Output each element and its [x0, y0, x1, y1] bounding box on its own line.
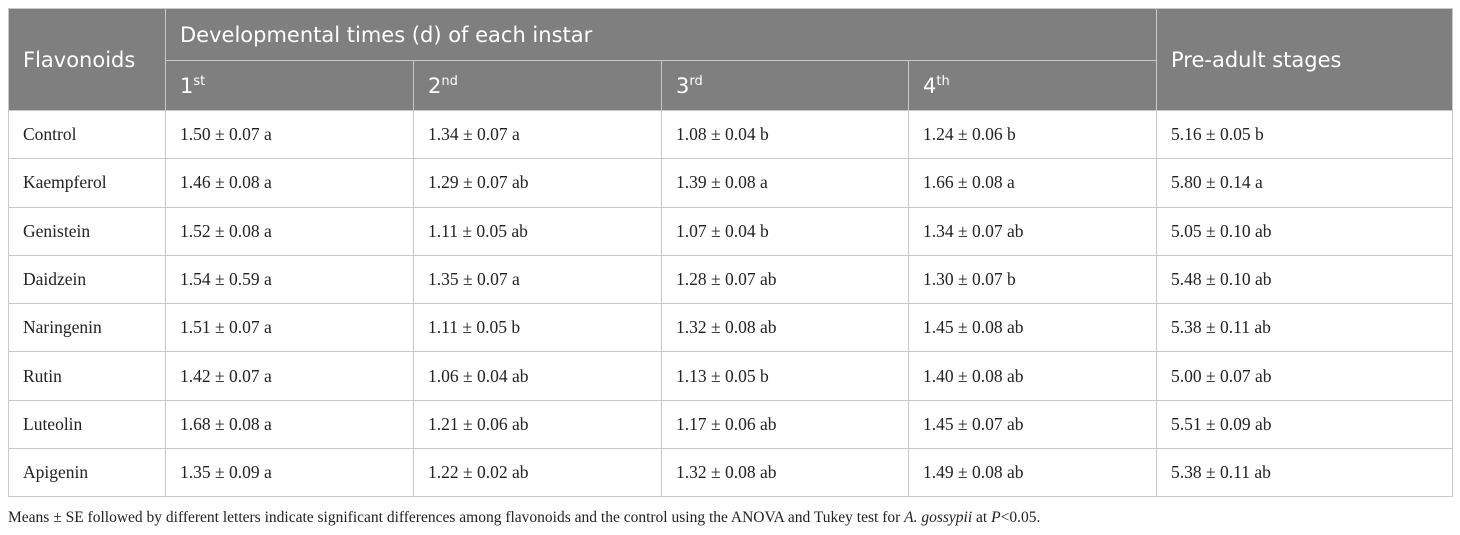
- header-cell: 3rd: [661, 60, 909, 111]
- table-cell: 5.00 ± 0.07 ab: [1156, 351, 1454, 401]
- table-row: Luteolin 1.68 ± 0.08 a 1.21 ± 0.06 ab 1.17 …: [8, 399, 1454, 450]
- table-cell: 5.80 ± 0.14 a: [1156, 158, 1454, 208]
- instar-number: 3: [676, 73, 690, 98]
- table-cell: 1.13 ± 0.05 b: [661, 351, 909, 401]
- table-cell: 1.40 ± 0.08 ab: [907, 351, 1158, 401]
- table-cell: 1.21 ± 0.06 ab: [413, 399, 662, 450]
- table-row: Kaempferol 1.46 ± 0.08 a 1.29 ± 0.07 ab 1.3…: [8, 158, 1454, 208]
- table-cell: Apigenin: [8, 448, 166, 498]
- header-row: Flavonoids Developmental times (d) of ea…: [8, 8, 1454, 111]
- table-cell: 1.17 ± 0.06 ab: [661, 399, 909, 450]
- table-cell: 1.45 ± 0.08 ab: [907, 303, 1158, 353]
- header-cell: 4th: [907, 60, 1158, 111]
- table-row: Daidzein 1.54 ± 0.59 a 1.35 ± 0.07 a 1.28 ±…: [8, 254, 1454, 305]
- table-cell: 5.38 ± 0.11 ab: [1156, 303, 1454, 353]
- header-cell: Pre-adult stages: [1156, 8, 1454, 111]
- table-row: Naringenin 1.51 ± 0.07 a 1.11 ± 0.05 b 1.32…: [8, 303, 1454, 353]
- header-cell: Flavonoids: [8, 8, 166, 111]
- table-cell: 1.51 ± 0.07 a: [165, 303, 414, 353]
- table-cell: 1.46 ± 0.08 a: [165, 158, 414, 208]
- table-cell: Genistein: [8, 206, 166, 256]
- table-cell: Daidzein: [8, 254, 166, 305]
- table-cell: Luteolin: [8, 399, 166, 450]
- instar-suffix: st: [193, 73, 206, 89]
- header-cell: 1st: [165, 60, 414, 111]
- table-cell: 1.35 ± 0.07 a: [413, 254, 662, 305]
- table-cell: 1.39 ± 0.08 a: [661, 158, 909, 208]
- table-cell: 1.42 ± 0.07 a: [165, 351, 414, 401]
- table-body: Control 1.50 ± 0.07 a 1.34 ± 0.07 a 1.08 ± …: [8, 109, 1454, 498]
- table-cell: 1.30 ± 0.07 b: [907, 254, 1158, 305]
- header-cell: 2nd: [413, 60, 662, 111]
- table-cell: 1.11 ± 0.05 b: [413, 303, 662, 353]
- table-cell: 1.34 ± 0.07 a: [413, 109, 662, 160]
- footnote-text: at: [972, 509, 992, 526]
- table-cell: 1.07 ± 0.04 b: [661, 206, 909, 256]
- table-row: Genistein 1.52 ± 0.08 a 1.11 ± 0.05 ab 1.07…: [8, 206, 1454, 256]
- table-row: Apigenin 1.35 ± 0.09 a 1.22 ± 0.02 ab 1.32 …: [8, 448, 1454, 498]
- table-cell: 1.50 ± 0.07 a: [165, 109, 414, 160]
- table-cell: 5.16 ± 0.05 b: [1156, 109, 1454, 160]
- table-cell: 1.66 ± 0.08 a: [907, 158, 1158, 208]
- table-cell: 1.08 ± 0.04 b: [661, 109, 909, 160]
- table-cell: 1.22 ± 0.02 ab: [413, 448, 662, 498]
- instar-number: 1: [180, 73, 194, 98]
- table-cell: 1.06 ± 0.04 ab: [413, 351, 662, 401]
- footnote-text: P: [991, 509, 1001, 526]
- table-cell: 1.32 ± 0.08 ab: [661, 303, 909, 353]
- table-cell: Kaempferol: [8, 158, 166, 208]
- table-cell: 1.49 ± 0.08 ab: [907, 448, 1158, 498]
- header-cell: Developmental times (d) of each instar: [164, 8, 1158, 61]
- table-cell: 5.38 ± 0.11 ab: [1156, 448, 1454, 498]
- instar-suffix: th: [936, 73, 950, 89]
- table-cell: 1.45 ± 0.07 ab: [907, 399, 1158, 450]
- table-cell: Rutin: [8, 351, 166, 401]
- footnote-text: Means ± SE followed by different letters…: [8, 509, 905, 526]
- table-cell: 1.28 ± 0.07 ab: [661, 254, 909, 305]
- footnote-text: <0.05.: [1000, 509, 1041, 526]
- table-cell: 1.35 ± 0.09 a: [165, 448, 414, 498]
- table-cell: 1.32 ± 0.08 ab: [661, 448, 909, 498]
- table-cell: 5.05 ± 0.10 ab: [1156, 206, 1454, 256]
- table-row: Control 1.50 ± 0.07 a 1.34 ± 0.07 a 1.08 ± …: [8, 109, 1454, 160]
- instar-number: 4: [923, 73, 937, 98]
- table-cell: 1.54 ± 0.59 a: [165, 254, 414, 305]
- instar-number: 2: [428, 73, 442, 98]
- footnote: Means ± SE followed by different letters…: [8, 509, 1040, 527]
- table-cell: Naringenin: [8, 303, 166, 353]
- data-table: Flavonoids Developmental times (d) of ea…: [8, 8, 1454, 498]
- table-cell: 1.34 ± 0.07 ab: [907, 206, 1158, 256]
- table-cell: Control: [8, 109, 166, 160]
- instar-suffix: nd: [441, 73, 458, 89]
- table-cell: 5.48 ± 0.10 ab: [1156, 254, 1454, 305]
- table-cell: 1.29 ± 0.07 ab: [413, 158, 662, 208]
- footnote-text: A. gossypii: [904, 509, 973, 526]
- instar-suffix: rd: [689, 73, 703, 89]
- table-cell: 1.68 ± 0.08 a: [165, 399, 414, 450]
- table-cell: 1.11 ± 0.05 ab: [413, 206, 662, 256]
- table-head: Flavonoids Developmental times (d) of ea…: [8, 8, 1454, 111]
- header-row: 1st 2nd 3rd 4th: [9, 60, 1453, 111]
- table-row: Rutin 1.42 ± 0.07 a 1.06 ± 0.04 ab 1.13 ± 0…: [8, 351, 1454, 401]
- table-cell: 5.51 ± 0.09 ab: [1156, 399, 1454, 450]
- table-cell: 1.52 ± 0.08 a: [165, 206, 414, 256]
- table-cell: 1.24 ± 0.06 b: [907, 109, 1158, 160]
